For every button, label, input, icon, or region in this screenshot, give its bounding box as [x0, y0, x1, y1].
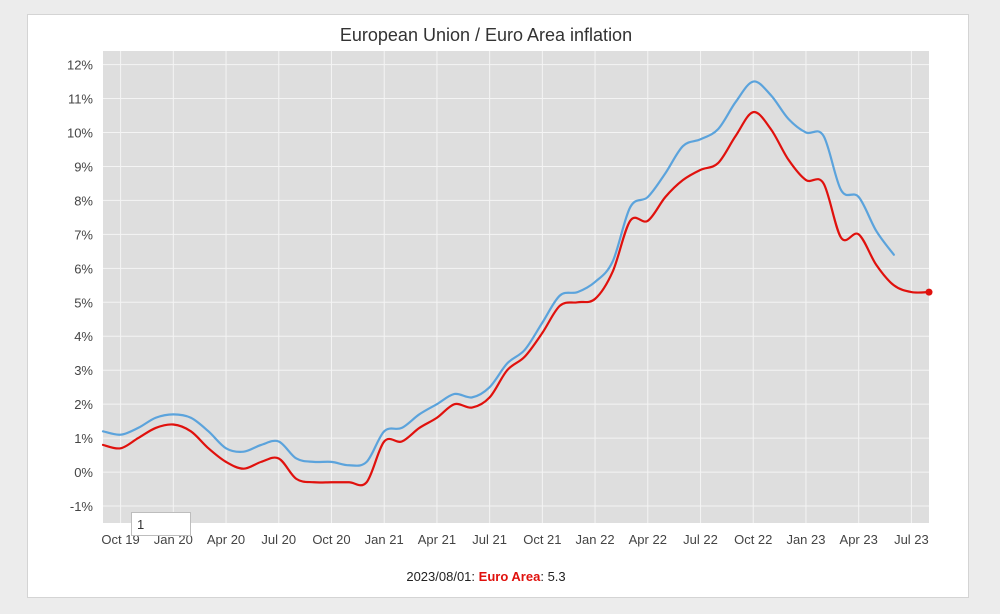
y-tick-label: 5%	[74, 295, 93, 310]
series-end-marker	[925, 288, 933, 296]
chart-title: European Union / Euro Area inflation	[340, 25, 632, 45]
x-tick-label: Jul 20	[261, 532, 296, 547]
x-tick-label: Jul 23	[894, 532, 929, 547]
status-series-name: Euro Area	[479, 569, 541, 584]
y-axis-labels: 12% 11% 10% 9% 8% 7% 6% 5% 4% 3% 2% 1% 0% -1%	[67, 58, 93, 514]
status-date: 2023/08/01:	[406, 569, 475, 584]
x-tick-label: Jul 21	[472, 532, 507, 547]
y-tick-label: 0%	[74, 465, 93, 480]
x-tick-label: Jan 21	[365, 532, 404, 547]
x-tick-label: Apr 22	[629, 532, 667, 547]
y-tick-label: 8%	[74, 193, 93, 208]
series-lines	[101, 80, 931, 487]
x-tick-label: Apr 21	[418, 532, 456, 547]
x-tick-label: Jan 22	[576, 532, 615, 547]
series-markers	[925, 288, 933, 296]
y-tick-label: 12%	[67, 58, 93, 73]
x-tick-label: Oct 21	[523, 532, 561, 547]
status-separator: :	[540, 569, 544, 584]
y-tick-label: 7%	[74, 227, 93, 242]
range-input[interactable]	[131, 512, 191, 536]
y-tick-label: 10%	[67, 125, 93, 140]
y-tick-label: 1%	[74, 431, 93, 446]
y-tick-label: 4%	[74, 329, 93, 344]
x-tick-label: Oct 22	[734, 532, 772, 547]
series-line-2	[101, 111, 931, 487]
x-tick-label: Jan 23	[786, 532, 825, 547]
x-tick-label: Apr 23	[840, 532, 878, 547]
x-tick-label: Oct 19	[101, 532, 139, 547]
y-gridlines	[103, 64, 929, 507]
y-tick-label: 3%	[74, 363, 93, 378]
y-tick-label: 9%	[74, 159, 93, 174]
chart-card: European Union / Euro Area inflation 12%…	[27, 14, 969, 598]
x-gridlines	[120, 51, 912, 523]
x-tick-label: Oct 20	[312, 532, 350, 547]
x-axis-labels: Oct 19 Jan 20 Apr 20 Jul 20 Oct 20 Jan 21 Apr …	[101, 532, 928, 547]
series-line-1	[101, 80, 895, 467]
plot-area[interactable]	[103, 51, 929, 523]
y-tick-label: 2%	[74, 397, 93, 412]
status-readout: 2023/08/01: Euro Area: 5.3	[406, 569, 565, 584]
status-value: 5.3	[548, 569, 566, 584]
y-tick-label: 6%	[74, 261, 93, 276]
x-tick-label: Apr 20	[207, 532, 245, 547]
x-tick-label: Jul 22	[683, 532, 718, 547]
y-tick-label: 11%	[68, 92, 93, 107]
y-tick-label: -1%	[70, 499, 94, 514]
inflation-chart: European Union / Euro Area inflation 12%…	[67, 25, 933, 584]
